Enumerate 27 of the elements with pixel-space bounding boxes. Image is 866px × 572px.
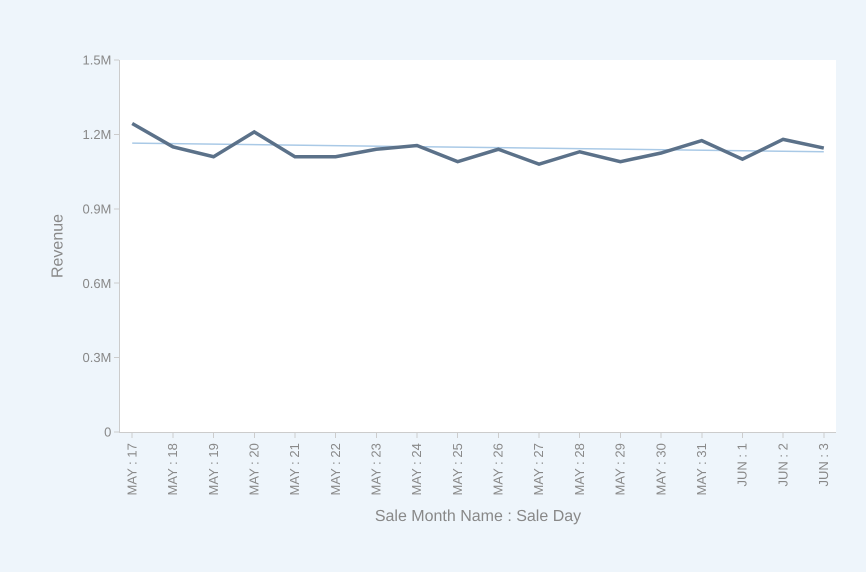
x-tick-label: MAY : 17 <box>124 443 140 496</box>
x-tick-label: MAY : 25 <box>450 443 465 496</box>
y-tick-label: 0 <box>104 424 112 440</box>
line-series <box>130 122 826 166</box>
y-tick-label: 0.9M <box>82 201 112 216</box>
x-tick-label: MAY : 26 <box>490 443 506 496</box>
x-tick-label: MAY : 29 <box>612 443 628 496</box>
x-tick-label: MAY : 28 <box>572 443 587 496</box>
x-tick-label: MAY : 31 <box>694 443 709 496</box>
x-tick-label: MAY : 20 <box>246 443 262 496</box>
x-axis-title: Sale Month Name : Sale Day <box>374 508 582 526</box>
x-tick-label: JUN : 2 <box>775 443 790 487</box>
x-tick-label: MAY : 22 <box>328 443 343 496</box>
y-tick-label: 1.5M <box>82 52 112 68</box>
x-tick-label: MAY : 23 <box>368 443 384 496</box>
y-tick-label: 0.3M <box>82 350 112 366</box>
x-tick-label: MAY : 24 <box>409 443 424 496</box>
x-tick-label: JUN : 3 <box>816 443 832 487</box>
x-tick-label: JUN : 1 <box>734 443 750 487</box>
x-tick-label: MAY : 21 <box>287 443 302 496</box>
x-tick-label: MAY : 19 <box>206 443 221 496</box>
x-tick-label: MAY : 18 <box>165 443 180 496</box>
y-axis-title: Revenue <box>49 214 66 278</box>
y-tick-label: 1.2M <box>82 126 112 142</box>
x-tick-label: MAY : 30 <box>653 443 668 496</box>
y-tick-label: 0.6M <box>82 276 112 291</box>
x-tick-label: MAY : 27 <box>531 443 546 496</box>
